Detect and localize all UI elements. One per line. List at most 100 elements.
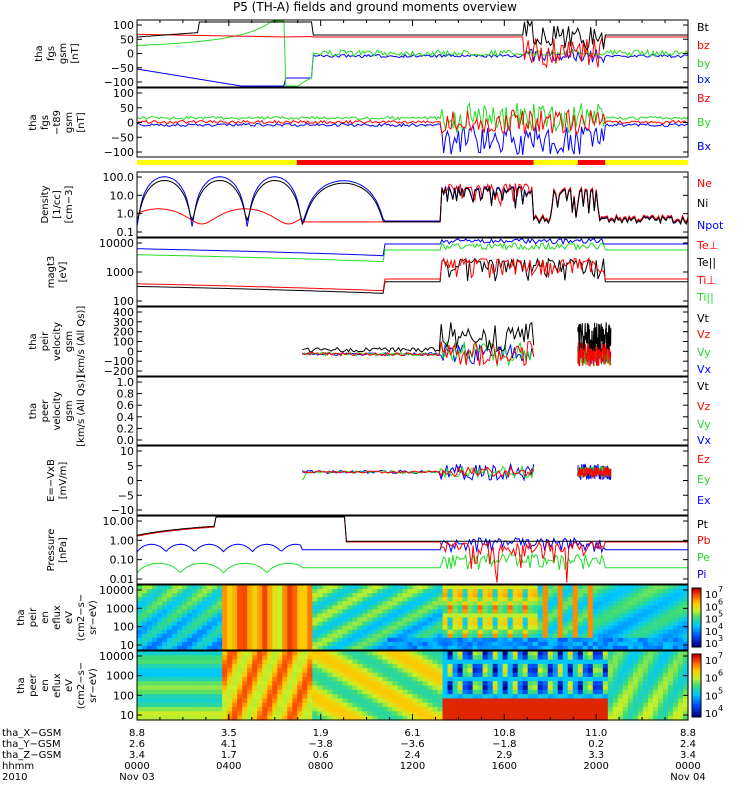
legend-bz: bz: [697, 39, 710, 52]
plot-title: P5 (TH-A) fields and ground moments over…: [233, 0, 517, 14]
y-tick-label: 10: [120, 445, 134, 458]
y-axis-label: magt3: [46, 256, 57, 289]
x-tick-value: 4.1: [220, 739, 237, 750]
colorbar-tick-label: 10: [705, 709, 718, 720]
y-axis-label: peir: [28, 607, 39, 627]
legend-by: by: [697, 57, 711, 70]
y-axis-label: [mV/m]: [58, 462, 69, 500]
colorbar-tick-exponent: 4: [718, 622, 723, 631]
y-axis-label: tha: [28, 403, 39, 419]
x-label-row-3: hhmm: [2, 761, 35, 772]
y-axis-label: E=−VxB: [46, 459, 57, 502]
y-tick-label: 1.0: [117, 208, 135, 221]
x-tick-value: −3.8: [308, 739, 333, 750]
y-tick-label: 400: [113, 306, 134, 319]
y-axis-label: tha: [16, 609, 27, 625]
y-tick-label: 1000: [106, 670, 134, 683]
y-tick-label: 100: [113, 621, 134, 634]
colorbar-tick-exponent: 5: [718, 610, 723, 619]
x-tick-value: 8.8: [129, 728, 145, 739]
y-tick-label: −50: [111, 131, 134, 144]
trace-Ey: [301, 464, 535, 481]
colorbar-tick-label: 10: [705, 615, 718, 626]
y-tick-label: −100: [104, 355, 134, 368]
y-tick-label: 100: [113, 87, 134, 100]
y-axis-label: eflux: [52, 673, 63, 698]
colorbar-tick-label: 10: [705, 691, 718, 702]
region-bar-segment: [577, 160, 606, 165]
colorbar-tick-label: 10: [705, 627, 718, 638]
legend-Pb: Pb: [697, 534, 711, 547]
x-label-row-2: tha_Z−GSM: [2, 750, 62, 761]
y-axis-label: [1/cc]: [52, 190, 63, 219]
y-tick-label: 0: [127, 475, 134, 488]
x-tick-value: 2.4: [680, 739, 696, 750]
x-tick-value: Nov 03: [119, 772, 155, 783]
y-tick-label: 100: [113, 295, 134, 308]
x-tick-value: 3.5: [220, 728, 237, 739]
y-tick-label: 0: [127, 117, 134, 130]
colorbar-tick-exponent: 7: [718, 651, 723, 660]
y-tick-label: 0.10: [110, 554, 135, 567]
x-tick-value: 1.7: [220, 750, 237, 761]
legend-Pe: Pe: [697, 551, 710, 564]
y-tick-label: 10.0: [110, 189, 135, 202]
trace-Ti-perp: [137, 241, 688, 263]
x-tick-value: 3.4: [129, 750, 145, 761]
y-tick-label: −10: [111, 504, 134, 517]
trace-Vz: [302, 340, 535, 367]
y-axis-label: eV: [64, 679, 75, 692]
legend-Ez: Ez: [697, 453, 710, 466]
legend-Bx: Bx: [697, 140, 712, 153]
y-axis-label: [km/s (All Qs)]: [76, 375, 87, 447]
legend-Bz: Bz: [697, 92, 711, 105]
colorbar-tick-exponent: 5: [718, 686, 723, 695]
y-tick-label: 0.6: [117, 399, 135, 412]
y-axis-label: eV: [64, 611, 75, 624]
legend-Te⊥: Te⊥: [696, 239, 718, 252]
y-tick-label: 10000: [99, 584, 134, 597]
y-axis-label: eflux: [52, 605, 63, 630]
y-axis-label: [nPa]: [58, 537, 69, 563]
legend-bx: bx: [697, 73, 711, 86]
legend-Vz: Vz: [697, 328, 711, 341]
colorbar-tick-exponent: 3: [718, 634, 723, 643]
y-tick-label: 300: [113, 316, 134, 329]
heatmap-electron: [137, 651, 689, 721]
x-tick-value: 0000: [675, 761, 701, 772]
x-tick-value: 10.8: [493, 728, 516, 739]
x-tick-value: 0000: [124, 761, 150, 772]
x-tick-value: 1600: [491, 761, 518, 772]
y-tick-label: 1.0: [117, 376, 135, 389]
trace-Pe: [136, 552, 688, 574]
y-tick-label: 0.01: [110, 573, 135, 586]
y-axis-label: tha: [34, 45, 45, 61]
region-bar-segment: [605, 160, 688, 165]
region-bar-segment: [296, 160, 534, 165]
y-axis-label: [km/s (All Qs)]: [76, 306, 87, 378]
y-tick-label: 0.2: [117, 422, 135, 435]
trace-Ni: [136, 179, 689, 226]
y-tick-label: 0: [127, 48, 134, 61]
colorbar-tick-exponent: 4: [718, 704, 723, 713]
y-axis-label: tha: [28, 333, 39, 349]
y-tick-label: 0: [127, 345, 134, 358]
y-tick-label: 10: [120, 639, 134, 652]
y-tick-label: −100: [104, 146, 134, 159]
colorbar-tick-label: 10: [705, 656, 718, 667]
x-tick-value: Nov 04: [670, 772, 706, 783]
x-tick-value: 1.9: [312, 728, 329, 739]
y-axis-label: (cm2−s−: [76, 662, 87, 709]
y-axis-label: gsm: [64, 112, 75, 133]
y-tick-label: 0.0: [117, 434, 135, 447]
legend-Bt: Bt: [697, 21, 710, 34]
legend-Vx: Vx: [697, 434, 712, 447]
x-tick-value: 1200: [399, 761, 426, 772]
y-axis-label: fgs: [40, 115, 51, 130]
x-tick-value: 8.8: [680, 728, 696, 739]
colorbar-tick-label: 10: [705, 639, 718, 650]
y-tick-label: −50: [111, 62, 134, 75]
x-tick-value: 6.1: [404, 728, 421, 739]
panel-frame-peir_eflux: [136, 584, 689, 651]
region-bar-segment: [137, 160, 297, 165]
